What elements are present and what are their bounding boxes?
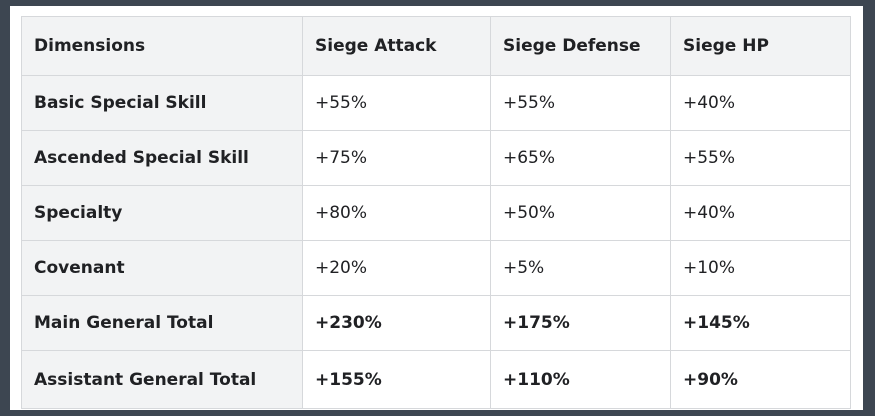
cell-siege-hp: +145%: [670, 295, 851, 351]
cell-siege-hp: +10%: [670, 240, 851, 296]
row-label: Main General Total: [21, 295, 303, 351]
cell-siege-defense: +50%: [490, 185, 671, 241]
cell-siege-attack: +80%: [302, 185, 491, 241]
cell-siege-attack: +155%: [302, 350, 491, 409]
table-row-total: Main General Total +230% +175% +145%: [21, 295, 851, 351]
cell-siege-hp: +90%: [670, 350, 851, 409]
table-row: Basic Special Skill +55% +55% +40%: [21, 75, 851, 131]
siege-bonus-table: Dimensions Siege Attack Siege Defense Si…: [21, 16, 851, 409]
cell-siege-defense: +175%: [490, 295, 671, 351]
cell-siege-defense: +55%: [490, 75, 671, 131]
table-row: Ascended Special Skill +75% +65% +55%: [21, 130, 851, 186]
table-header-row: Dimensions Siege Attack Siege Defense Si…: [21, 16, 851, 76]
row-label: Basic Special Skill: [21, 75, 303, 131]
header-dimensions: Dimensions: [21, 16, 303, 76]
cell-siege-defense: +110%: [490, 350, 671, 409]
cell-siege-attack: +20%: [302, 240, 491, 296]
cell-siege-defense: +5%: [490, 240, 671, 296]
cell-siege-attack: +75%: [302, 130, 491, 186]
row-label: Covenant: [21, 240, 303, 296]
cell-siege-defense: +65%: [490, 130, 671, 186]
table-row-total: Assistant General Total +155% +110% +90%: [21, 350, 851, 409]
cell-siege-hp: +40%: [670, 185, 851, 241]
cell-siege-hp: +55%: [670, 130, 851, 186]
row-label: Specialty: [21, 185, 303, 241]
header-siege-attack: Siege Attack: [302, 16, 491, 76]
table-row: Specialty +80% +50% +40%: [21, 185, 851, 241]
cell-siege-attack: +55%: [302, 75, 491, 131]
table-panel: Dimensions Siege Attack Siege Defense Si…: [10, 6, 863, 410]
header-siege-defense: Siege Defense: [490, 16, 671, 76]
table-row: Covenant +20% +5% +10%: [21, 240, 851, 296]
cell-siege-hp: +40%: [670, 75, 851, 131]
cell-siege-attack: +230%: [302, 295, 491, 351]
row-label: Assistant General Total: [21, 350, 303, 409]
row-label: Ascended Special Skill: [21, 130, 303, 186]
header-siege-hp: Siege HP: [670, 16, 851, 76]
